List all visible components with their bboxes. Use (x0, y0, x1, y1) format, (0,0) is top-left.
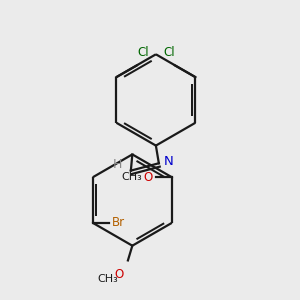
Text: O: O (143, 171, 153, 184)
Text: Cl: Cl (163, 46, 175, 59)
Text: N: N (164, 155, 174, 168)
Text: H: H (113, 158, 122, 171)
Text: CH₃: CH₃ (97, 274, 118, 284)
Text: O: O (114, 268, 124, 281)
Text: Cl: Cl (137, 46, 149, 59)
Text: Br: Br (112, 216, 125, 230)
Text: CH₃: CH₃ (122, 172, 142, 182)
